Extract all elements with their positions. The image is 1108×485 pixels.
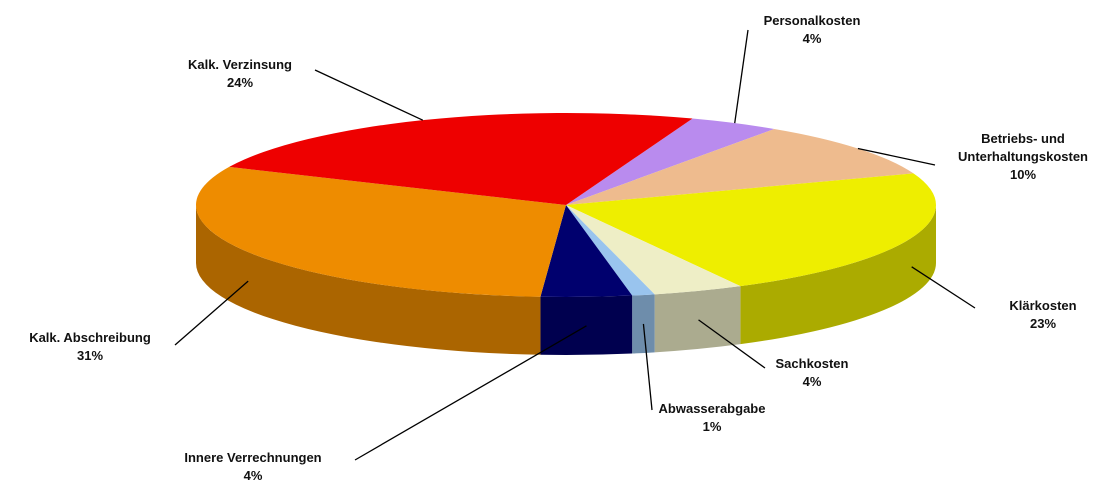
slice bbox=[566, 173, 937, 287]
leader-line bbox=[857, 147, 936, 166]
data-label: Kalk. Verzinsung 24% bbox=[145, 56, 335, 92]
data-label: Sachkosten 4% bbox=[717, 355, 907, 391]
category-label: Abwasserabgabe bbox=[658, 401, 766, 416]
value-label: 23% bbox=[1029, 316, 1057, 331]
leader-line bbox=[354, 325, 587, 461]
category-label: Klärkosten bbox=[1009, 298, 1077, 313]
value-label: 10% bbox=[1009, 167, 1037, 182]
data-label: Betriebs- und Unterhaltungskosten 10% bbox=[948, 130, 1098, 184]
slice-side bbox=[540, 295, 633, 355]
slice bbox=[540, 205, 633, 298]
leader-line bbox=[734, 29, 749, 124]
category-label: Kalk. Abschreibung bbox=[29, 330, 151, 345]
category-label: Sachkosten bbox=[775, 356, 849, 371]
slice bbox=[196, 166, 566, 297]
leader-line bbox=[911, 266, 976, 309]
data-label: Abwasserabgabe 1% bbox=[617, 400, 807, 436]
value-label: 4% bbox=[243, 468, 263, 483]
slice bbox=[566, 205, 655, 296]
category-label: Personalkosten bbox=[763, 13, 861, 28]
slice bbox=[566, 205, 741, 295]
slice-side bbox=[740, 205, 936, 345]
data-label: Kalk. Abschreibung 31% bbox=[0, 329, 185, 365]
slice-side bbox=[632, 294, 655, 354]
slice-side bbox=[654, 286, 741, 353]
leader-line bbox=[642, 323, 653, 411]
data-label: Klärkosten 23% bbox=[948, 297, 1108, 333]
value-label: 31% bbox=[76, 348, 104, 363]
leader-line bbox=[698, 319, 766, 369]
data-label: Innere Verrechnungen 4% bbox=[158, 449, 348, 485]
slice bbox=[229, 113, 693, 205]
slice bbox=[566, 128, 914, 205]
category-label: Kalk. Verzinsung bbox=[187, 57, 293, 72]
value-label: 1% bbox=[702, 419, 722, 434]
slice bbox=[566, 118, 775, 205]
leader-line bbox=[174, 280, 249, 346]
value-label: 4% bbox=[802, 31, 822, 46]
category-label: Betriebs- und Unterhaltungskosten bbox=[957, 131, 1088, 164]
leader-line bbox=[314, 69, 424, 121]
category-label: Innere Verrechnungen bbox=[184, 450, 322, 465]
value-label: 4% bbox=[802, 374, 822, 389]
value-label: 24% bbox=[226, 75, 254, 90]
slice-side bbox=[196, 205, 541, 355]
data-label: Personalkosten 4% bbox=[717, 12, 907, 48]
